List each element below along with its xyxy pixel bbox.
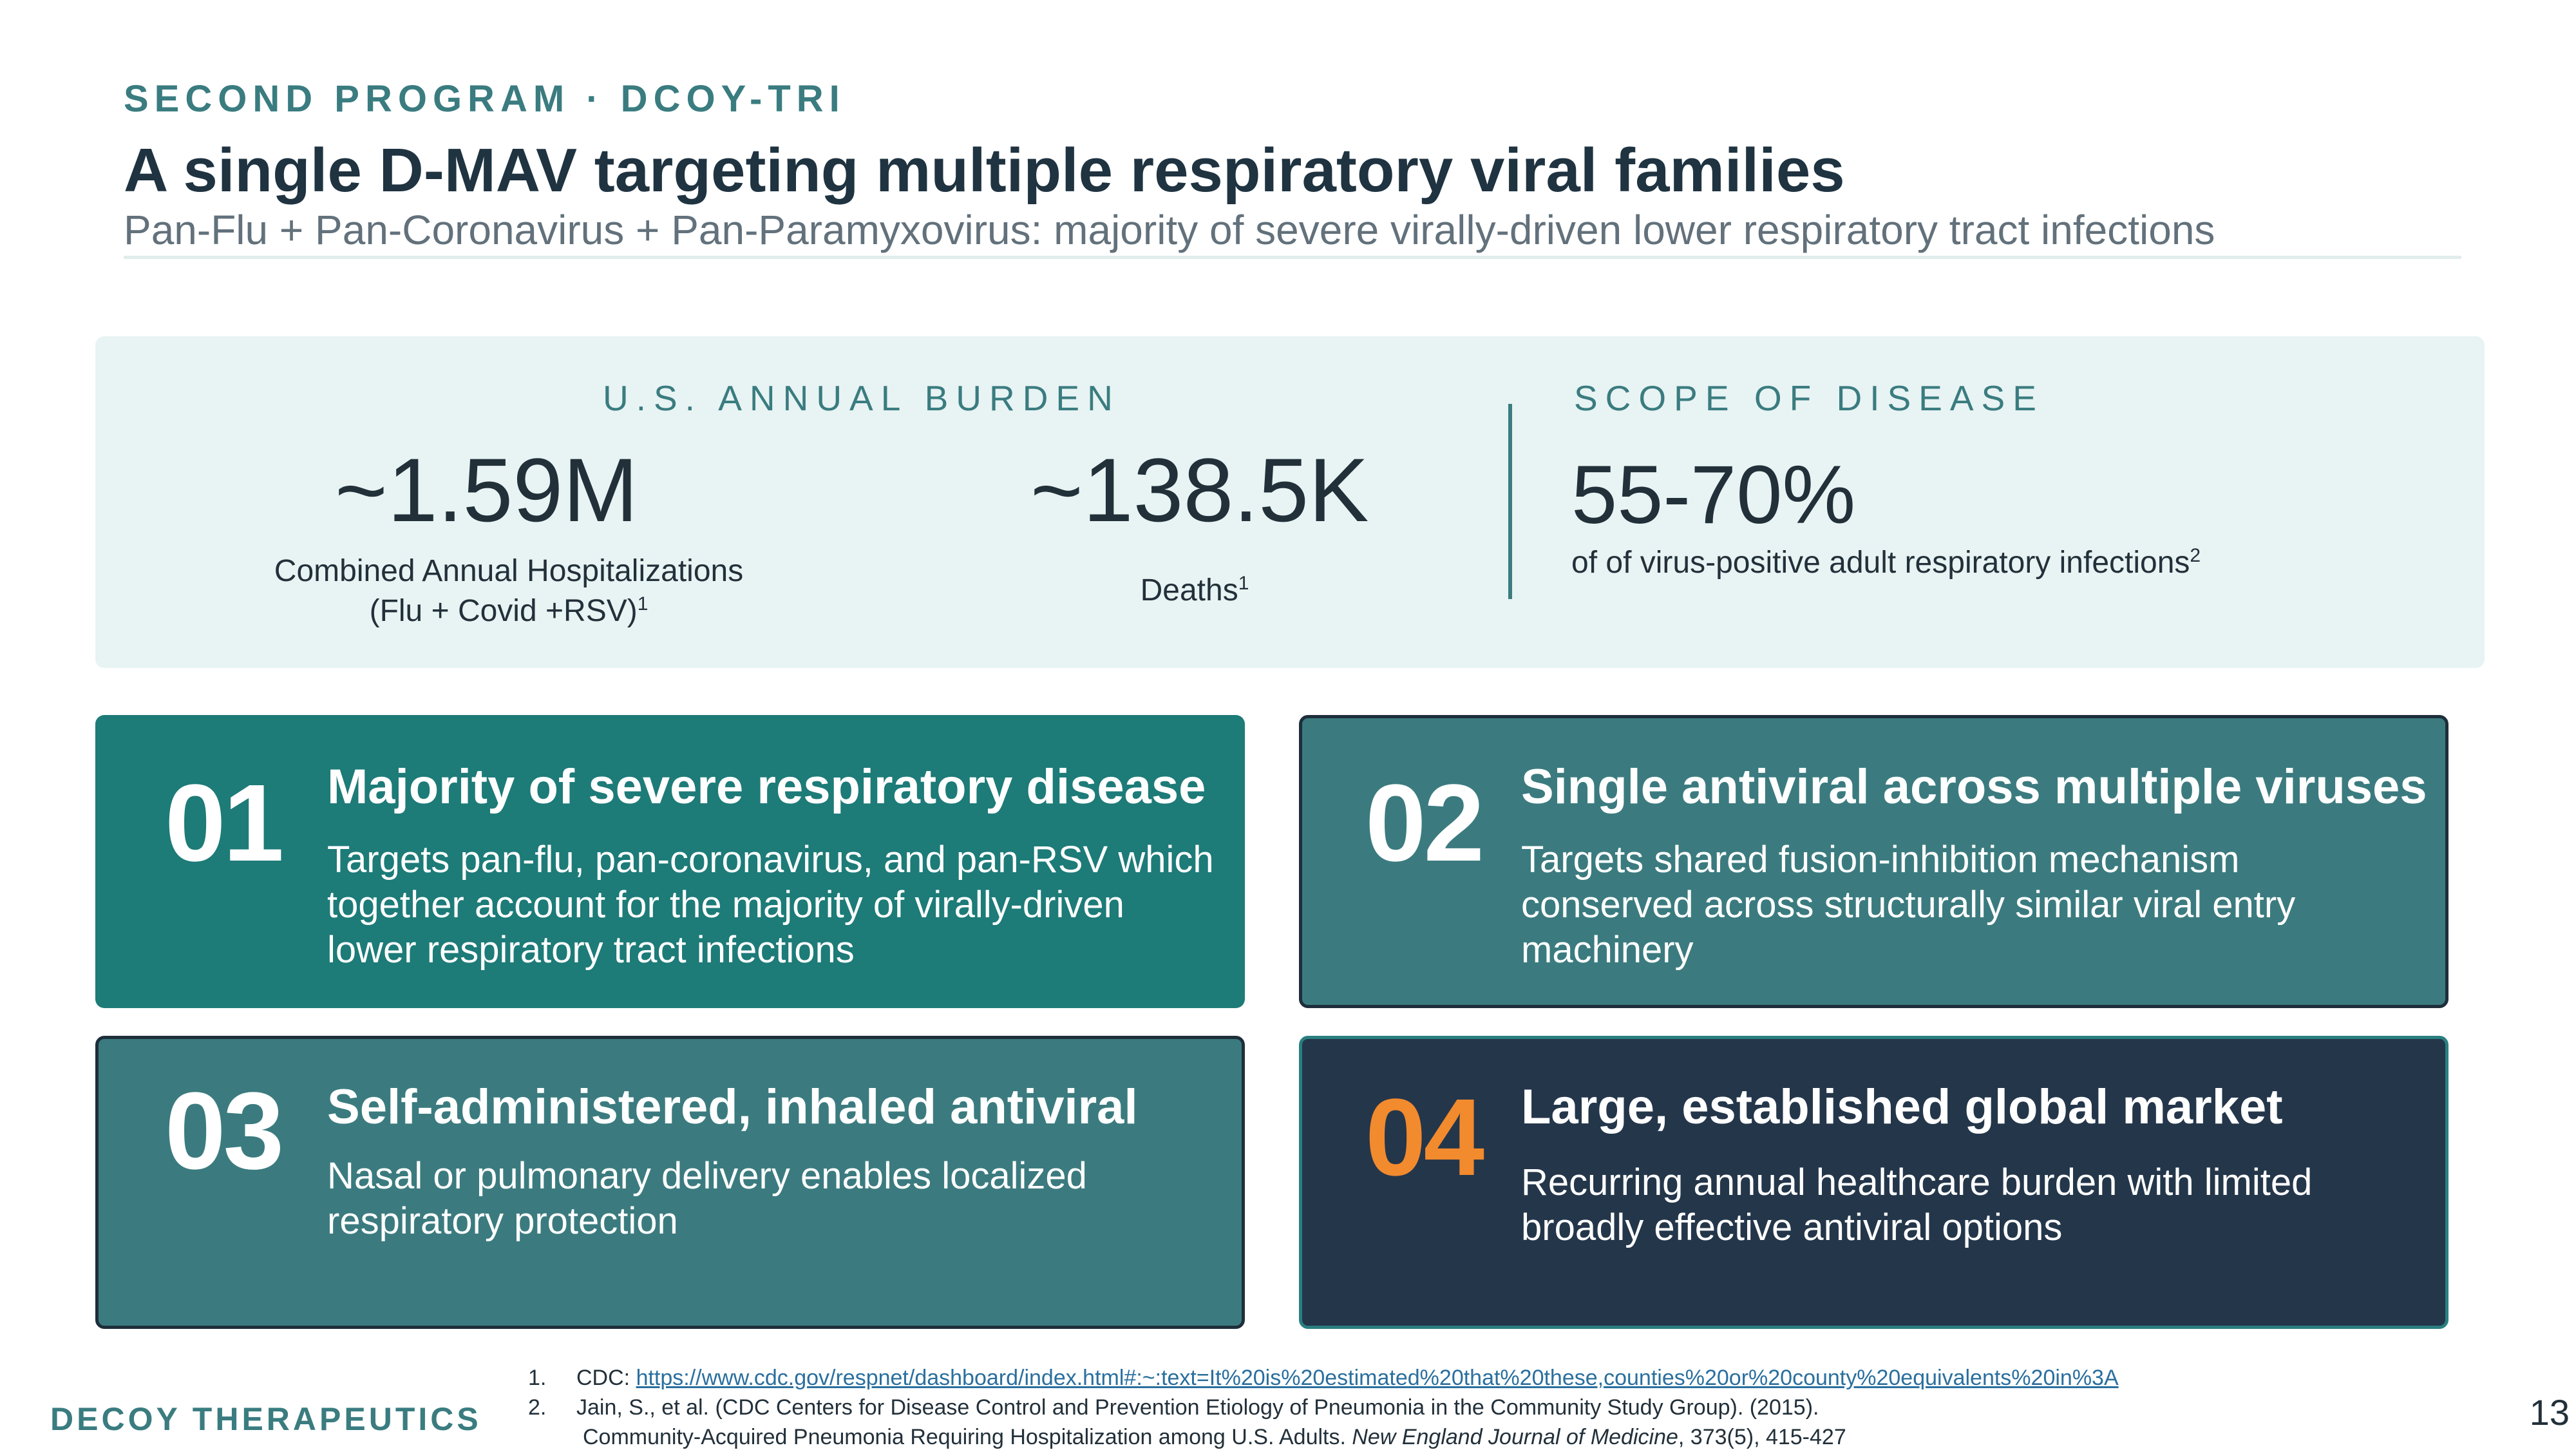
footnote-link[interactable]: https://www.cdc.gov/respnet/dashboard/in… xyxy=(636,1366,2119,1390)
card-body: Nasal or pulmonary delivery enables loca… xyxy=(327,1155,1087,1242)
card-04: 04 Large, established global market Recu… xyxy=(1299,1036,2448,1329)
burden-panel xyxy=(95,336,2485,668)
card-body: Targets shared fusion-inhibition mechani… xyxy=(1521,839,2296,971)
footnote-text: Jain, S., et al. (CDC Centers for Diseas… xyxy=(576,1395,1819,1420)
company-logo-text: DECOY THERAPEUTICS xyxy=(50,1401,482,1437)
hospitalizations-caption-line1: Combined Annual Hospitalizations xyxy=(274,554,744,588)
card-title: Majority of severe respiratory disease xyxy=(327,759,1206,814)
scope-header: SCOPE OF DISEASE xyxy=(1574,378,2044,418)
deaths-caption: Deaths1 xyxy=(1066,571,1323,611)
footnote-ref-1: 1 xyxy=(1238,573,1249,594)
card-number: 01 xyxy=(165,762,284,884)
card-number: 03 xyxy=(165,1070,284,1192)
panel-divider xyxy=(1508,404,1512,599)
page-subtitle: Pan-Flu + Pan-Coronavirus + Pan-Paramyxo… xyxy=(124,207,2215,253)
card-body: Targets pan-flu, pan-coronavirus, and pa… xyxy=(327,839,1214,971)
scope-caption-text: of of virus-positive adult respiratory i… xyxy=(1571,546,2190,580)
page-title: A single D-MAV targeting multiple respir… xyxy=(124,136,1845,205)
footnote-ref-1: 1 xyxy=(637,593,649,615)
footnote-text: , 373(5), 415-427 xyxy=(1678,1425,1846,1449)
card-title: Self-administered, inhaled antiviral xyxy=(327,1080,1138,1134)
deaths-value: ~138.5K xyxy=(1030,439,1369,540)
card-title: Large, established global market xyxy=(1521,1080,2283,1134)
card-number: 02 xyxy=(1365,762,1484,884)
card-number: 04 xyxy=(1365,1076,1484,1199)
hospitalizations-caption-line2-text: (Flu + Covid +RSV) xyxy=(369,594,638,628)
footnote-text: Community-Acquired Pneumonia Requiring H… xyxy=(583,1425,1352,1449)
scope-caption: of of virus-positive adult respiratory i… xyxy=(1571,545,2201,580)
footnote-2-cont: Community-Acquired Pneumonia Requiring H… xyxy=(583,1425,1846,1450)
page-number: 13 xyxy=(2529,1392,2570,1433)
footnote-ref-2: 2 xyxy=(2190,545,2201,566)
footnote-number: 2. xyxy=(528,1395,547,1420)
card-02: 02 Single antiviral across multiple viru… xyxy=(1299,715,2448,1008)
scope-value: 55-70% xyxy=(1571,449,1856,541)
footnote-prefix: CDC: xyxy=(576,1366,636,1390)
journal-name: New England Journal of Medicine xyxy=(1352,1425,1678,1449)
footnote-1: 1. CDC: https://www.cdc.gov/respnet/dashb… xyxy=(528,1366,2119,1391)
card-01: 01 Majority of severe respiratory diseas… xyxy=(95,715,1245,1008)
footnote-number: 1. xyxy=(528,1366,547,1390)
hospitalizations-caption: Combined Annual Hospitalizations (Flu + … xyxy=(219,551,799,631)
card-03: 03 Self-administered, inhaled antiviral … xyxy=(95,1036,1245,1329)
card-title: Single antiviral across multiple viruses xyxy=(1521,759,2427,814)
burden-header: U.S. ANNUAL BURDEN xyxy=(603,378,1121,418)
section-eyebrow: SECOND PROGRAM · DCOY-TRI xyxy=(124,78,846,120)
hospitalizations-value: ~1.59M xyxy=(335,439,638,540)
hospitalizations-caption-line2: (Flu + Covid +RSV)1 xyxy=(219,591,799,631)
footnote-2: 2. Jain, S., et al. (CDC Centers for Dise… xyxy=(528,1395,1819,1420)
header-divider xyxy=(124,256,2461,259)
card-body: Recurring annual healthcare burden with … xyxy=(1521,1161,2313,1248)
deaths-caption-text: Deaths xyxy=(1140,573,1238,607)
